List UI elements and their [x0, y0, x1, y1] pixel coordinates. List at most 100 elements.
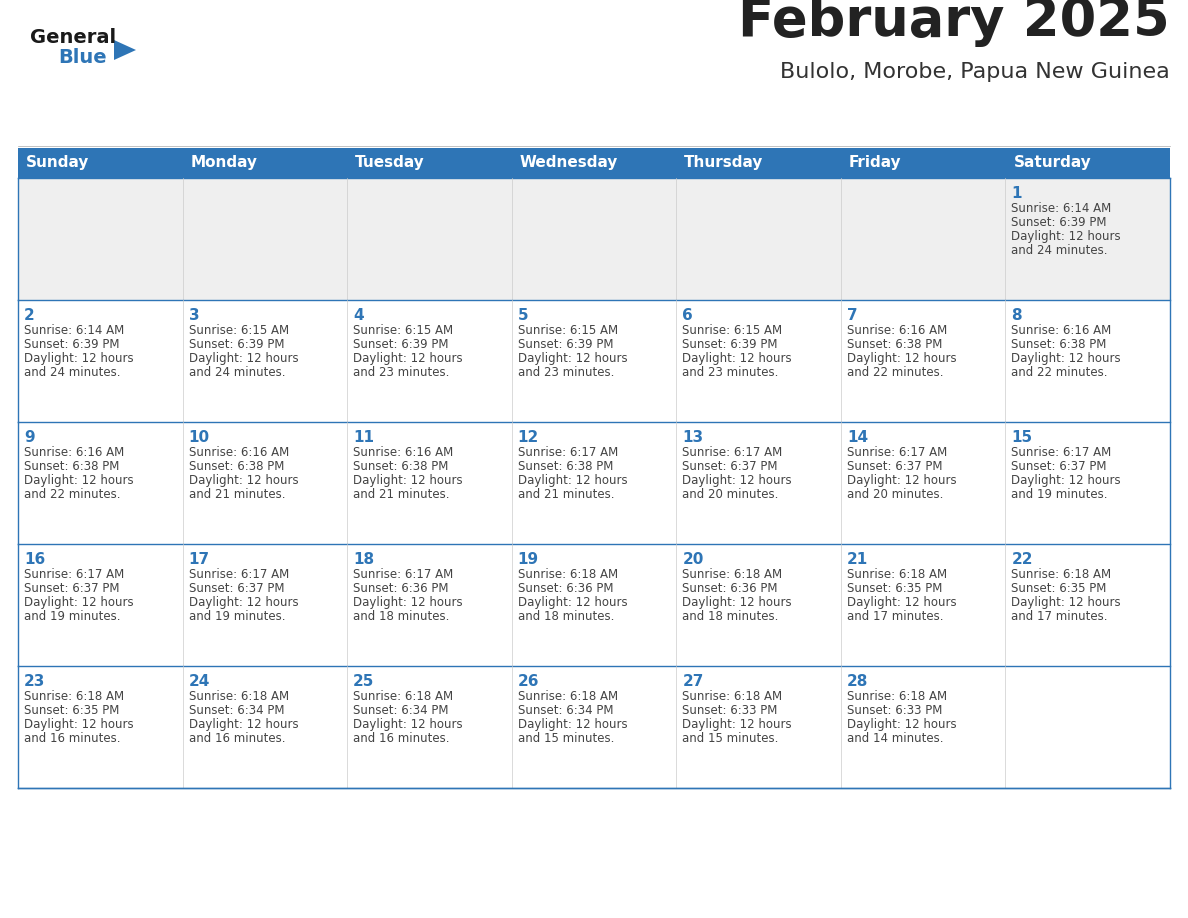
Text: 24: 24 — [189, 674, 210, 689]
Text: Daylight: 12 hours: Daylight: 12 hours — [353, 352, 463, 365]
Text: Sunrise: 6:15 AM: Sunrise: 6:15 AM — [353, 324, 454, 337]
Text: Sunset: 6:39 PM: Sunset: 6:39 PM — [353, 338, 449, 351]
Text: 25: 25 — [353, 674, 374, 689]
Text: Sunset: 6:38 PM: Sunset: 6:38 PM — [353, 460, 449, 473]
Text: Sunset: 6:38 PM: Sunset: 6:38 PM — [24, 460, 119, 473]
Text: Sunset: 6:38 PM: Sunset: 6:38 PM — [189, 460, 284, 473]
Text: Daylight: 12 hours: Daylight: 12 hours — [1011, 596, 1121, 609]
Text: Bulolo, Morobe, Papua New Guinea: Bulolo, Morobe, Papua New Guinea — [781, 62, 1170, 82]
Text: Sunset: 6:34 PM: Sunset: 6:34 PM — [189, 704, 284, 717]
Polygon shape — [114, 40, 135, 60]
Text: Sunset: 6:37 PM: Sunset: 6:37 PM — [847, 460, 942, 473]
Text: Sunrise: 6:14 AM: Sunrise: 6:14 AM — [24, 324, 125, 337]
Text: and 19 minutes.: and 19 minutes. — [24, 610, 120, 623]
Text: 23: 23 — [24, 674, 45, 689]
Text: Daylight: 12 hours: Daylight: 12 hours — [518, 718, 627, 731]
Text: 16: 16 — [24, 552, 45, 567]
Text: and 15 minutes.: and 15 minutes. — [518, 732, 614, 745]
Text: Sunset: 6:37 PM: Sunset: 6:37 PM — [189, 582, 284, 595]
Text: and 20 minutes.: and 20 minutes. — [847, 488, 943, 501]
Text: Saturday: Saturday — [1013, 155, 1092, 171]
Text: 13: 13 — [682, 430, 703, 445]
Text: Sunday: Sunday — [26, 155, 89, 171]
Text: Sunrise: 6:18 AM: Sunrise: 6:18 AM — [189, 690, 289, 703]
Text: Monday: Monday — [190, 155, 258, 171]
Text: Sunrise: 6:18 AM: Sunrise: 6:18 AM — [518, 568, 618, 581]
Bar — [18, 422, 1170, 544]
Text: Daylight: 12 hours: Daylight: 12 hours — [1011, 352, 1121, 365]
Text: Daylight: 12 hours: Daylight: 12 hours — [847, 718, 956, 731]
Text: Sunrise: 6:17 AM: Sunrise: 6:17 AM — [682, 446, 783, 459]
Text: Sunrise: 6:17 AM: Sunrise: 6:17 AM — [24, 568, 125, 581]
Text: Sunset: 6:34 PM: Sunset: 6:34 PM — [353, 704, 449, 717]
Text: Daylight: 12 hours: Daylight: 12 hours — [518, 352, 627, 365]
Text: Daylight: 12 hours: Daylight: 12 hours — [682, 474, 792, 487]
Text: Tuesday: Tuesday — [355, 155, 425, 171]
Text: and 15 minutes.: and 15 minutes. — [682, 732, 778, 745]
Text: Sunrise: 6:16 AM: Sunrise: 6:16 AM — [24, 446, 125, 459]
Text: Daylight: 12 hours: Daylight: 12 hours — [24, 596, 133, 609]
Text: Wednesday: Wednesday — [519, 155, 618, 171]
Text: Sunrise: 6:17 AM: Sunrise: 6:17 AM — [189, 568, 289, 581]
Text: Daylight: 12 hours: Daylight: 12 hours — [24, 352, 133, 365]
Text: Sunrise: 6:16 AM: Sunrise: 6:16 AM — [189, 446, 289, 459]
Text: and 22 minutes.: and 22 minutes. — [847, 366, 943, 379]
Text: 10: 10 — [189, 430, 210, 445]
Text: 3: 3 — [189, 308, 200, 323]
Text: and 16 minutes.: and 16 minutes. — [189, 732, 285, 745]
Text: 8: 8 — [1011, 308, 1022, 323]
Text: Sunset: 6:35 PM: Sunset: 6:35 PM — [1011, 582, 1107, 595]
Text: 9: 9 — [24, 430, 34, 445]
Text: 12: 12 — [518, 430, 539, 445]
Text: Sunrise: 6:14 AM: Sunrise: 6:14 AM — [1011, 202, 1112, 215]
Text: Daylight: 12 hours: Daylight: 12 hours — [24, 718, 133, 731]
Text: 27: 27 — [682, 674, 703, 689]
Text: 22: 22 — [1011, 552, 1032, 567]
Text: Sunrise: 6:16 AM: Sunrise: 6:16 AM — [353, 446, 454, 459]
Text: Daylight: 12 hours: Daylight: 12 hours — [1011, 474, 1121, 487]
Text: and 21 minutes.: and 21 minutes. — [189, 488, 285, 501]
Text: Sunset: 6:36 PM: Sunset: 6:36 PM — [353, 582, 449, 595]
Text: and 14 minutes.: and 14 minutes. — [847, 732, 943, 745]
Text: 11: 11 — [353, 430, 374, 445]
Text: 28: 28 — [847, 674, 868, 689]
Bar — [18, 544, 1170, 666]
Text: 1: 1 — [1011, 186, 1022, 201]
Text: and 22 minutes.: and 22 minutes. — [1011, 366, 1108, 379]
Text: Thursday: Thursday — [684, 155, 764, 171]
Text: Sunset: 6:36 PM: Sunset: 6:36 PM — [518, 582, 613, 595]
Text: Daylight: 12 hours: Daylight: 12 hours — [189, 474, 298, 487]
Text: Sunset: 6:37 PM: Sunset: 6:37 PM — [24, 582, 120, 595]
Text: and 21 minutes.: and 21 minutes. — [518, 488, 614, 501]
Text: Sunset: 6:34 PM: Sunset: 6:34 PM — [518, 704, 613, 717]
Text: Sunset: 6:33 PM: Sunset: 6:33 PM — [682, 704, 778, 717]
Text: and 19 minutes.: and 19 minutes. — [1011, 488, 1108, 501]
Text: Daylight: 12 hours: Daylight: 12 hours — [518, 596, 627, 609]
Text: and 17 minutes.: and 17 minutes. — [1011, 610, 1108, 623]
Text: Sunrise: 6:18 AM: Sunrise: 6:18 AM — [682, 568, 783, 581]
Text: and 19 minutes.: and 19 minutes. — [189, 610, 285, 623]
Text: 17: 17 — [189, 552, 210, 567]
Text: Sunset: 6:33 PM: Sunset: 6:33 PM — [847, 704, 942, 717]
Text: 2: 2 — [24, 308, 34, 323]
Text: Sunset: 6:36 PM: Sunset: 6:36 PM — [682, 582, 778, 595]
Text: Sunrise: 6:18 AM: Sunrise: 6:18 AM — [24, 690, 124, 703]
Text: and 18 minutes.: and 18 minutes. — [518, 610, 614, 623]
Text: Sunset: 6:38 PM: Sunset: 6:38 PM — [1011, 338, 1107, 351]
Text: Sunrise: 6:18 AM: Sunrise: 6:18 AM — [1011, 568, 1112, 581]
Text: and 16 minutes.: and 16 minutes. — [353, 732, 449, 745]
Text: Sunrise: 6:18 AM: Sunrise: 6:18 AM — [518, 690, 618, 703]
Text: Daylight: 12 hours: Daylight: 12 hours — [847, 474, 956, 487]
Text: General: General — [30, 28, 116, 47]
Text: and 17 minutes.: and 17 minutes. — [847, 610, 943, 623]
Text: Sunrise: 6:17 AM: Sunrise: 6:17 AM — [353, 568, 454, 581]
Text: Sunset: 6:37 PM: Sunset: 6:37 PM — [682, 460, 778, 473]
Text: 7: 7 — [847, 308, 858, 323]
Text: Daylight: 12 hours: Daylight: 12 hours — [682, 352, 792, 365]
Text: Sunrise: 6:18 AM: Sunrise: 6:18 AM — [847, 690, 947, 703]
Text: Sunset: 6:38 PM: Sunset: 6:38 PM — [847, 338, 942, 351]
Bar — [18, 148, 1170, 178]
Text: Daylight: 12 hours: Daylight: 12 hours — [353, 596, 463, 609]
Text: Daylight: 12 hours: Daylight: 12 hours — [189, 718, 298, 731]
Text: Sunrise: 6:15 AM: Sunrise: 6:15 AM — [189, 324, 289, 337]
